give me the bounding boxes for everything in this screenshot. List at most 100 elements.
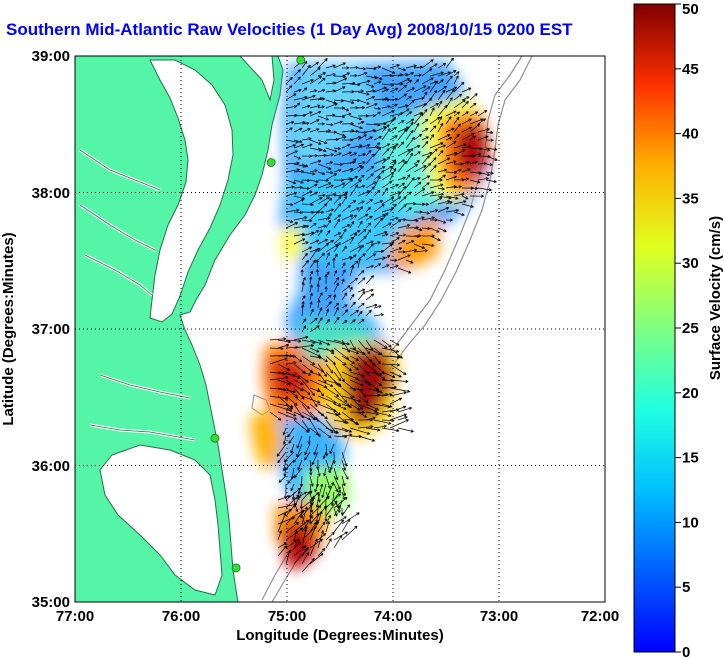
velocity-arrow <box>341 475 346 487</box>
velocity-arrow <box>437 104 448 117</box>
velocity-arrow <box>381 180 393 189</box>
velocity-arrow <box>285 521 300 533</box>
pamlico-sound <box>99 444 223 596</box>
velocity-arrow <box>357 288 366 293</box>
velocity-arrow <box>357 121 365 125</box>
velocity-arrow <box>301 128 311 133</box>
velocity-arrow <box>301 528 308 549</box>
velocity-arrow <box>309 276 313 285</box>
velocity-arrow <box>325 514 331 525</box>
velocity-arrow <box>461 126 473 133</box>
velocity-arrow <box>309 347 320 353</box>
velocity-arrow <box>293 335 309 341</box>
velocity-arrow <box>325 252 330 261</box>
velocity-arrow <box>381 156 391 165</box>
velocity-arrow <box>309 239 320 245</box>
velocity-arrow <box>357 79 371 85</box>
velocity-arrow <box>381 339 392 348</box>
velocity-arrow <box>405 152 414 165</box>
velocity-arrow <box>445 141 457 149</box>
velocity-arrow <box>413 85 427 93</box>
velocity-arrow <box>317 229 323 237</box>
velocity-arrow <box>333 411 347 424</box>
velocity-arrow <box>325 173 338 181</box>
velocity-arrow <box>389 216 399 221</box>
velocity-arrow <box>317 89 326 93</box>
velocity-arrow <box>365 264 374 269</box>
velocity-arrow <box>290 443 295 454</box>
velocity-arrow <box>333 277 340 285</box>
velocity-arrow <box>365 411 379 416</box>
velocity-arrow <box>309 179 319 183</box>
page-title: Southern Mid-Atlantic Raw Velocities (1 … <box>6 20 573 39</box>
velocity-arrow <box>277 545 287 557</box>
velocity-arrow <box>453 149 466 157</box>
velocity-arrow <box>357 235 367 245</box>
velocity-arrow <box>349 403 361 411</box>
velocity-arrow <box>333 232 342 237</box>
velocity-arrow <box>301 111 313 117</box>
velocity-arrow <box>325 301 332 309</box>
velocity-arrow <box>333 282 339 293</box>
velocity-arrow <box>389 419 409 429</box>
velocity-arrow <box>389 145 396 157</box>
velocity-arrow <box>333 218 341 229</box>
velocity-arrow <box>421 127 429 133</box>
velocity-arrow <box>301 60 308 69</box>
x-tick-label: 77:00 <box>56 608 94 625</box>
velocity-arrow <box>413 227 423 232</box>
velocity-arrow <box>381 264 390 269</box>
velocity-arrow <box>309 292 313 301</box>
velocity-arrow <box>357 72 368 77</box>
velocity-arrow <box>333 505 341 517</box>
velocity-arrow <box>349 363 359 371</box>
velocity-arrow <box>277 542 287 549</box>
velocity-arrow <box>405 248 418 253</box>
velocity-arrow <box>381 88 389 93</box>
velocity-arrow <box>485 162 493 167</box>
velocity-arrow <box>357 411 367 418</box>
velocity-arrow <box>453 116 460 125</box>
velocity-arrow <box>301 387 311 396</box>
y-tick-label: 38:00 <box>32 185 70 202</box>
velocity-arrow <box>413 243 426 249</box>
velocity-arrow <box>269 411 282 421</box>
velocity-arrow <box>277 411 297 420</box>
velocity-arrow <box>293 139 303 144</box>
velocity-arrow <box>317 505 328 517</box>
velocity-arrow <box>397 149 411 157</box>
velocity-arrow <box>437 71 451 77</box>
velocity-arrow <box>290 483 295 492</box>
velocity-arrow <box>357 395 369 404</box>
velocity-arrow <box>357 270 365 277</box>
velocity-arrow <box>381 347 400 353</box>
velocity-arrow <box>365 89 376 93</box>
velocity-arrow <box>341 99 355 104</box>
velocity-arrow <box>333 419 349 424</box>
velocity-arrow <box>453 211 465 216</box>
velocity-arrow <box>477 147 491 152</box>
velocity-arrow <box>349 293 355 301</box>
velocity-arrow <box>333 302 340 309</box>
velocity-arrow <box>437 206 450 213</box>
velocity-arrow <box>309 427 319 436</box>
velocity-arrow <box>477 187 492 192</box>
velocity-arrow <box>429 209 439 213</box>
velocity-arrow <box>445 70 457 77</box>
velocity-arrow <box>413 79 420 85</box>
velocity-arrow <box>437 100 443 109</box>
velocity-arrow <box>301 104 311 109</box>
velocity-arrow <box>453 123 461 133</box>
velocity-arrow <box>477 128 490 133</box>
velocity-arrow <box>381 148 390 157</box>
x-axis-title: Longitude (Degrees:Minutes) <box>236 627 444 644</box>
velocity-arrow <box>357 339 371 355</box>
velocity-arrow <box>325 363 334 374</box>
velocity-arrow <box>349 220 355 229</box>
velocity-arrow <box>429 227 440 233</box>
velocity-arrow <box>277 363 290 371</box>
velocity-arrow <box>317 178 329 182</box>
velocity-arrow <box>453 71 460 77</box>
velocity-arrow <box>309 521 318 541</box>
velocity-arrow <box>285 150 298 157</box>
